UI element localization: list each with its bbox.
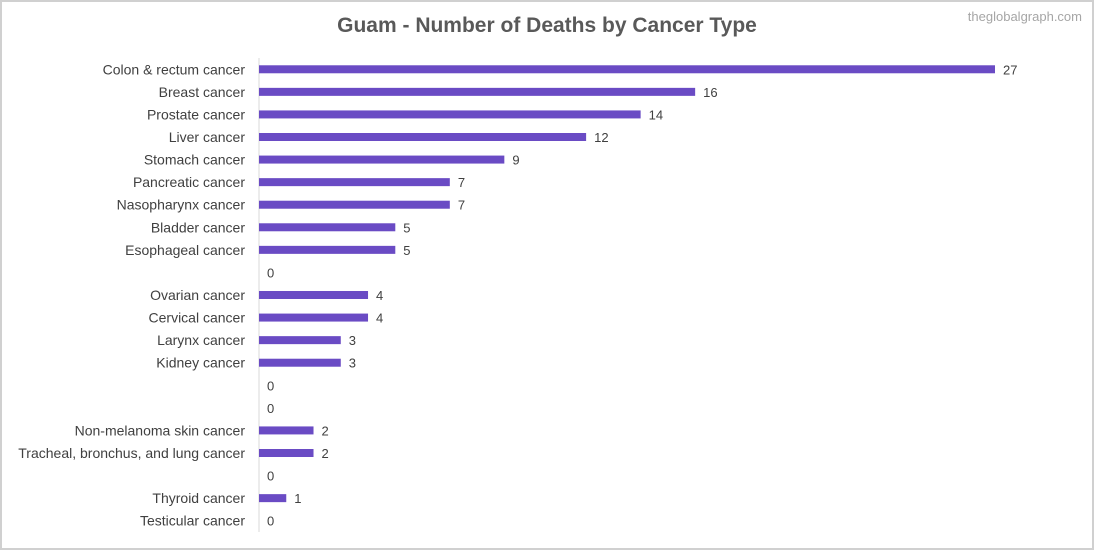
data-label: 9 [512, 153, 519, 168]
data-label: 7 [458, 198, 465, 213]
data-label: 3 [349, 333, 356, 348]
category-label: Tracheal, bronchus, and lung cancer [18, 445, 245, 461]
category-label: Larynx cancer [157, 332, 245, 348]
category-label: Kidney cancer [156, 355, 245, 371]
bar [259, 223, 396, 232]
data-label: 16 [703, 85, 717, 100]
data-label: 3 [349, 356, 356, 371]
data-label: 2 [322, 446, 329, 461]
bar [259, 494, 287, 503]
data-label: 5 [403, 243, 410, 258]
data-label: 0 [267, 469, 274, 484]
data-label: 0 [267, 378, 274, 393]
category-label: Thyroid cancer [152, 490, 245, 506]
category-label: Nasopharynx cancer [117, 197, 246, 213]
category-label: Esophageal cancer [125, 242, 245, 258]
bar [259, 449, 314, 457]
bar [259, 65, 995, 74]
data-label: 14 [649, 107, 663, 122]
watermark: theglobalgraph.com [967, 9, 1082, 24]
data-label: 5 [403, 220, 410, 235]
category-label: Testicular cancer [140, 513, 245, 529]
category-label: Pancreatic cancer [133, 174, 245, 190]
bar [259, 313, 369, 322]
bar [259, 336, 341, 345]
data-label: 0 [267, 401, 274, 416]
data-label: 27 [1003, 62, 1017, 77]
bar [259, 110, 641, 119]
chart-title: Guam - Number of Deaths by Cancer Type [337, 14, 757, 37]
bar [259, 200, 450, 209]
bar [259, 426, 314, 435]
category-label: Liver cancer [169, 129, 246, 145]
bar [259, 178, 450, 187]
data-label: 7 [458, 175, 465, 190]
data-label: 1 [294, 491, 301, 506]
data-label: 12 [594, 130, 608, 145]
bar [259, 245, 396, 254]
category-label: Ovarian cancer [150, 287, 245, 303]
data-label: 2 [322, 423, 329, 438]
category-label: Stomach cancer [144, 152, 245, 168]
bar [259, 155, 505, 164]
data-label: 0 [267, 265, 274, 280]
data-label: 0 [267, 514, 274, 529]
data-label: 4 [376, 288, 383, 303]
category-label: Colon & rectum cancer [103, 61, 246, 77]
bar [259, 291, 369, 299]
data-label: 4 [376, 311, 383, 326]
category-label: Bladder cancer [151, 219, 246, 235]
bar [259, 133, 587, 141]
category-label: Non-melanoma skin cancer [75, 422, 246, 438]
category-label: Cervical cancer [149, 310, 246, 326]
category-label: Prostate cancer [147, 106, 245, 122]
bar [259, 87, 696, 96]
bar [259, 358, 341, 367]
category-label: Breast cancer [159, 84, 246, 100]
